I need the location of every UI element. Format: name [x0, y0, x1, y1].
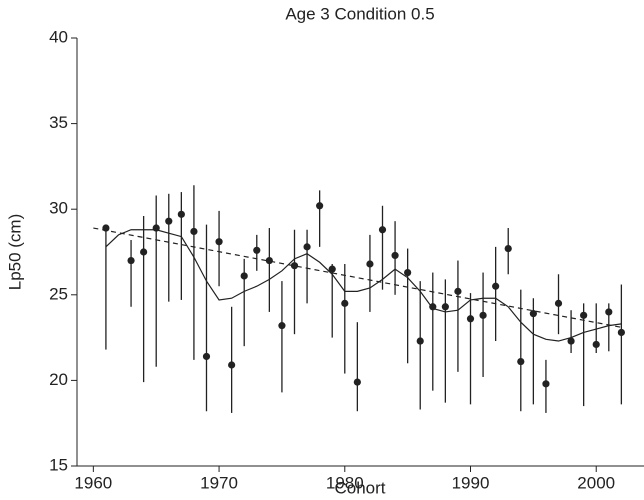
point [454, 287, 462, 295]
point [265, 256, 273, 265]
x-axis-label: Cohort [334, 478, 385, 497]
x-tick-label: 1970 [200, 473, 238, 492]
point [102, 224, 110, 232]
point [165, 217, 173, 225]
point [202, 352, 211, 361]
point [617, 328, 625, 337]
point [441, 303, 449, 311]
point [605, 308, 613, 316]
y-tick-label: 20 [49, 370, 68, 389]
point [328, 265, 336, 273]
point [504, 244, 512, 253]
point [479, 311, 487, 319]
y-tick-label: 25 [49, 284, 68, 303]
point [177, 210, 185, 218]
point [278, 322, 286, 330]
point [580, 311, 588, 319]
point [416, 337, 424, 345]
y-tick-label: 30 [49, 199, 68, 218]
point [366, 260, 374, 268]
point [429, 303, 437, 311]
trend-line [93, 227, 622, 328]
x-tick-label: 1990 [452, 473, 490, 492]
smooth-line [105, 229, 622, 342]
point [341, 299, 349, 307]
x-tick-label: 1960 [74, 473, 112, 492]
point [140, 248, 148, 256]
point [378, 226, 387, 234]
point [253, 246, 261, 254]
y-tick-label: 35 [49, 113, 68, 132]
point [215, 238, 223, 246]
point [404, 268, 412, 277]
point [542, 380, 550, 388]
point [152, 224, 160, 232]
x-tick-label: 2000 [577, 473, 615, 492]
point [567, 337, 575, 345]
point [290, 262, 299, 270]
point [391, 251, 399, 260]
x-tick-label: 1980 [326, 473, 364, 492]
chart-title: Age 3 Condition 0.5 [285, 4, 434, 23]
point [190, 227, 198, 236]
point [303, 243, 311, 251]
point [529, 310, 537, 318]
point [228, 361, 236, 369]
y-axis-label: Lp50 (cm) [5, 214, 24, 291]
point [492, 282, 500, 290]
point [127, 256, 135, 265]
point [592, 340, 600, 349]
point [517, 357, 525, 366]
point [353, 378, 361, 386]
point [316, 202, 324, 210]
point [240, 272, 248, 280]
point [466, 315, 475, 323]
y-tick-label: 40 [49, 27, 68, 46]
point [554, 299, 563, 307]
y-tick-label: 15 [49, 455, 68, 474]
